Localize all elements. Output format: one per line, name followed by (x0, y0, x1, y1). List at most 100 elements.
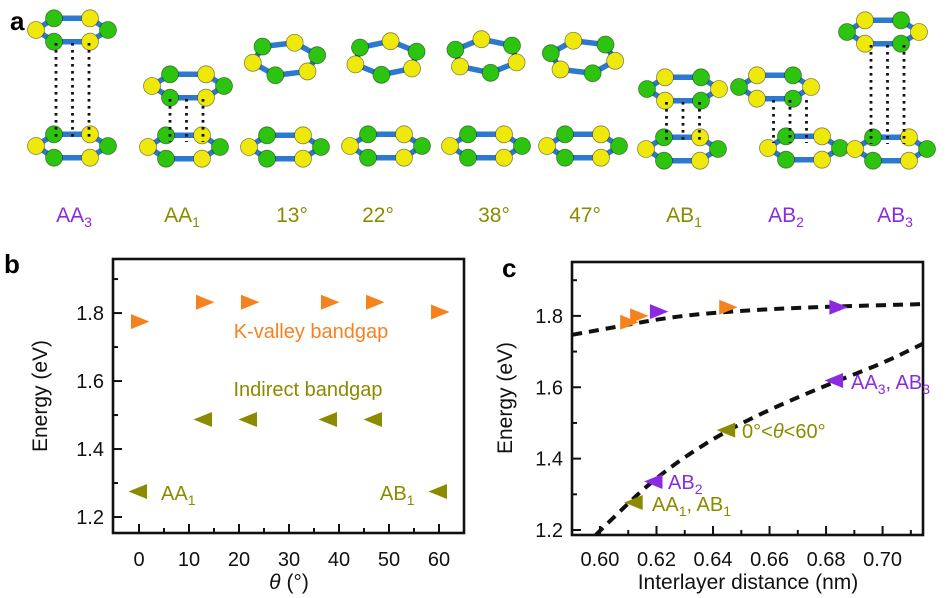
x-axis-label: θ (°) (269, 571, 309, 594)
data-point-marker (131, 314, 150, 330)
atom-green (459, 125, 477, 144)
trend-curve (571, 302, 924, 337)
atom-green (513, 137, 531, 155)
atom-yellow (285, 33, 304, 52)
structure-47deg: 47° (538, 31, 628, 227)
y-tick-label: 1.4 (535, 449, 563, 471)
atom-green (892, 11, 910, 30)
atom-green (838, 23, 856, 41)
atom-yellow (507, 53, 526, 72)
data-point-marker (193, 412, 212, 427)
atom-green (709, 140, 727, 158)
atom-green (215, 77, 233, 95)
y-axis-label: Energy (eV) (494, 342, 517, 454)
atom-yellow (592, 125, 610, 144)
atom-yellow (710, 80, 728, 98)
structure-label: AB3 (877, 204, 913, 230)
atom-green (407, 42, 426, 61)
data-point-marker (366, 294, 385, 310)
atom-green (556, 125, 574, 144)
theta-symbol: θ (773, 421, 784, 443)
y-tick-label: 1.4 (76, 439, 104, 461)
data-point-marker (719, 299, 738, 315)
x-axis-label: Interlayer distance (nm) (638, 571, 859, 594)
atom-green (918, 140, 936, 158)
atom-green (864, 128, 882, 147)
data-point-marker (624, 495, 643, 510)
data-point-marker (321, 294, 340, 310)
structure-38deg: 38° (441, 30, 531, 227)
atom-yellow (139, 138, 157, 156)
atom-green (45, 148, 63, 167)
atom-yellow (551, 60, 570, 79)
atom-green (157, 126, 175, 145)
atom-yellow (856, 11, 874, 30)
atom-yellow (759, 139, 777, 157)
data-point-marker (241, 294, 260, 310)
x-tick-label: 0.70 (863, 549, 902, 571)
structure-label: AA1 (164, 204, 200, 230)
atom-yellow (294, 126, 312, 145)
panel-letter-a: a (10, 6, 25, 36)
atom-yellow (27, 137, 45, 155)
data-point-marker (716, 422, 736, 438)
structure-label: 22° (362, 204, 394, 227)
panel-letter-c: c (502, 253, 516, 283)
x-tick-label: 0.68 (807, 549, 846, 571)
atom-green (266, 66, 285, 85)
atom-yellow (910, 23, 928, 41)
data-point-marker (431, 304, 450, 320)
point-label-aa3-ab3: AA3, AB3 (851, 372, 930, 397)
atom-yellow (197, 65, 215, 84)
structure-ab3: AB3 (838, 11, 936, 230)
atom-green (258, 126, 276, 145)
atom-yellow (846, 140, 864, 158)
atom-green (692, 68, 710, 87)
atom-yellow (294, 149, 312, 168)
data-point-marker (630, 308, 649, 324)
y-tick-label: 1.8 (535, 306, 563, 328)
atom-green (655, 151, 673, 170)
atom-yellow (748, 89, 766, 108)
atom-yellow (606, 51, 625, 70)
data-point-marker (620, 314, 639, 330)
data-point-marker (428, 484, 447, 499)
panel-c-chart: Energy (eV) Interlayer distance (nm) AA3… (494, 260, 930, 594)
y-tick-label: 1.2 (76, 507, 104, 529)
x-tick-label: 20 (228, 549, 250, 571)
structure-label: 47° (569, 204, 601, 227)
atom-yellow (813, 150, 831, 169)
point-label-aa1-ab1: AA1, AB1 (652, 494, 731, 519)
atom-yellow (856, 34, 874, 53)
atom-yellow (451, 57, 469, 76)
structure-ab1: AB1 (637, 68, 728, 230)
atom-yellow (472, 30, 491, 49)
data-point-marker (649, 304, 669, 320)
atom-green (864, 151, 882, 170)
atom-green (372, 65, 391, 84)
atom-green (692, 91, 710, 110)
x-tick-label: 0 (133, 549, 144, 571)
data-point-marker (196, 294, 215, 310)
structure-22deg: 22° (341, 32, 431, 227)
atom-green (413, 137, 431, 155)
data-point-marker (318, 412, 337, 427)
atom-green (638, 80, 656, 98)
atom-yellow (81, 148, 99, 167)
atom-green (481, 63, 500, 82)
atom-green (784, 66, 802, 85)
atom-yellow (900, 151, 918, 170)
x-tick-label: 30 (278, 549, 300, 571)
data-point-marker (363, 412, 382, 427)
atom-yellow (240, 138, 258, 156)
atom-green (211, 138, 229, 156)
atom-green (157, 149, 175, 168)
atom-green (99, 137, 117, 155)
data-point-marker (128, 484, 147, 499)
atom-green (655, 128, 673, 147)
atom-green (583, 64, 602, 83)
y-tick-label: 1.2 (535, 520, 563, 542)
atom-green (446, 40, 465, 59)
